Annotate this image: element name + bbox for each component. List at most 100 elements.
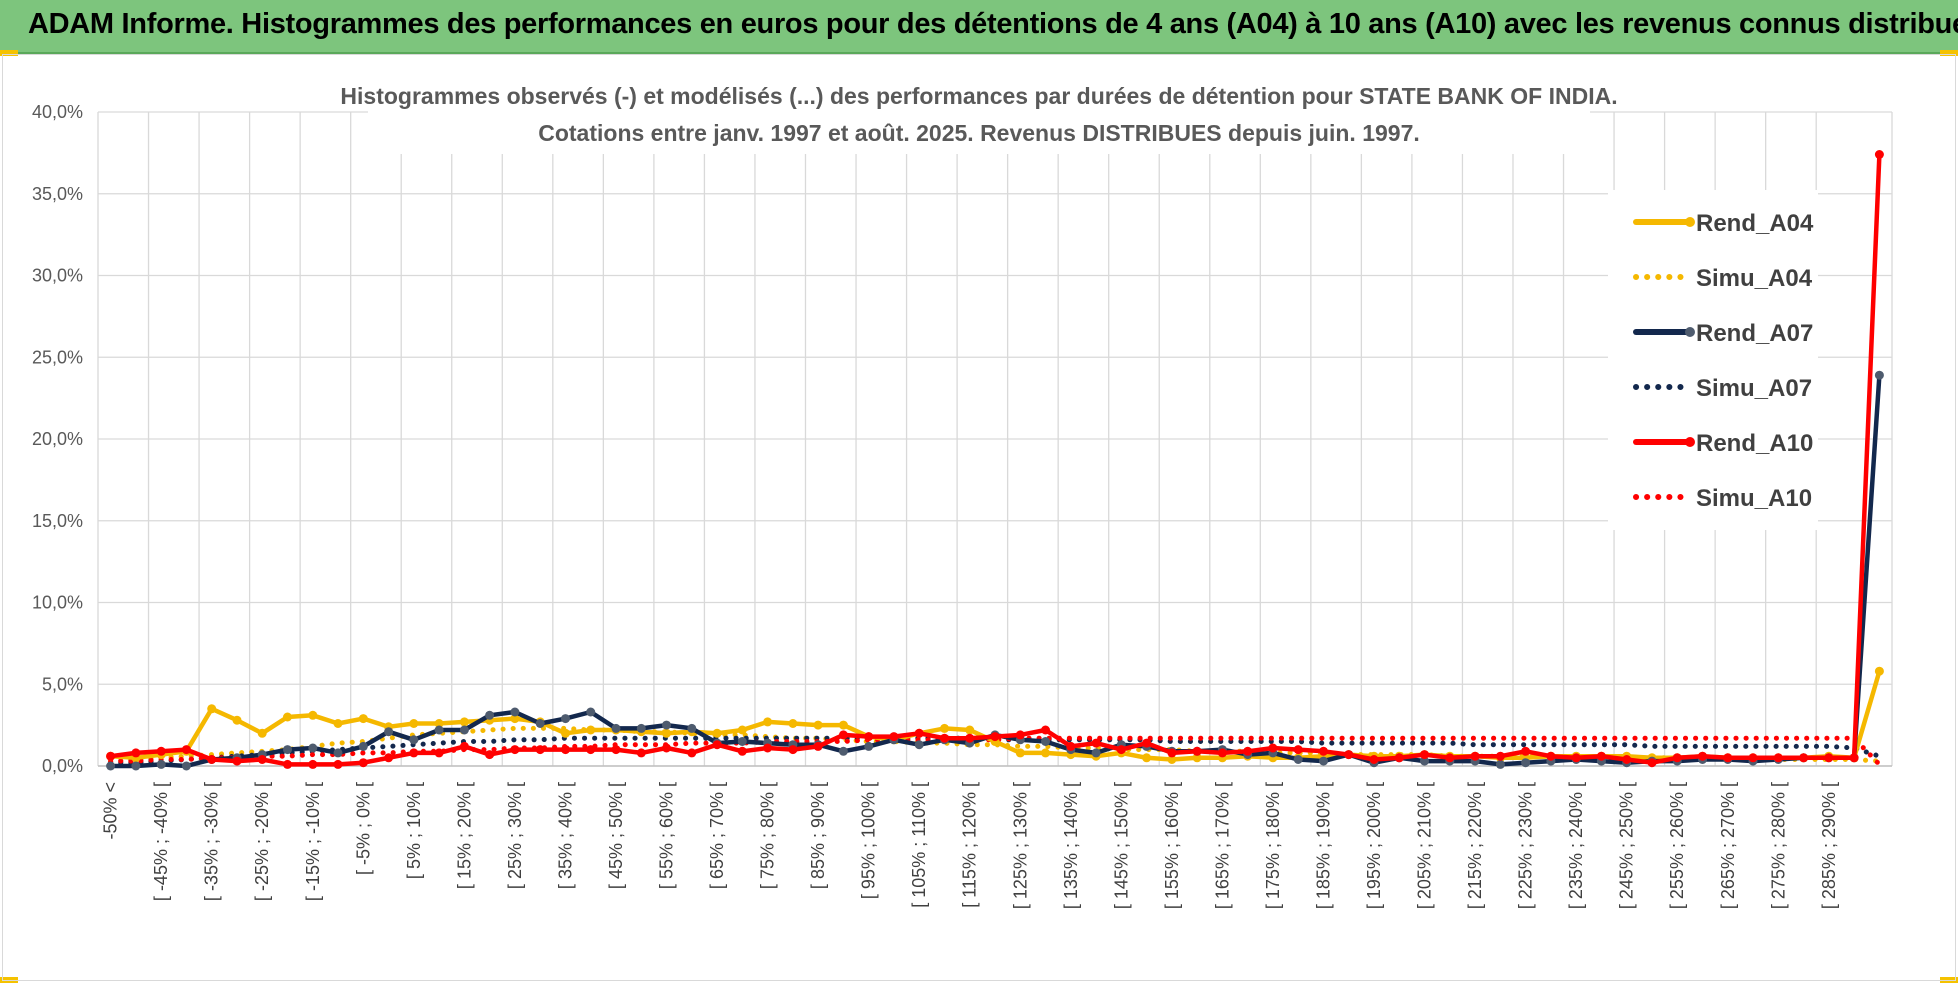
report-header: ADAM Informe. Histogrammes des performan… <box>0 0 1958 54</box>
y-tick-label: 10,0% <box>32 593 83 613</box>
x-tick-label: [ 45% ; 50% [ <box>606 782 626 889</box>
data-point-rend-a10 <box>1773 753 1783 763</box>
data-point-rend-a07 <box>156 759 166 769</box>
chart-title-line-2: Cotations entre janv. 1997 et août. 2025… <box>538 120 1420 146</box>
data-point-rend-a10 <box>636 748 646 758</box>
data-point-rend-a10 <box>914 728 924 738</box>
x-tick-label: [ 125% ; 130% [ <box>1010 782 1030 909</box>
data-point-rend-a10 <box>1394 753 1404 763</box>
data-point-rend-a07 <box>459 725 469 735</box>
x-tick-label: [ 155% ; 160% [ <box>1162 782 1182 909</box>
data-point-rend-a10 <box>333 759 343 769</box>
x-tick-label: [ 195% ; 200% [ <box>1364 782 1384 909</box>
x-tick-label: [ 95% ; 100% [ <box>859 782 879 899</box>
data-point-rend-a07 <box>434 725 444 735</box>
legend-label-simu-a07: Simu_A07 <box>1696 375 1812 402</box>
data-point-rend-a10 <box>459 741 469 751</box>
x-tick-label: [ 35% ; 40% [ <box>555 782 575 889</box>
data-point-rend-a10 <box>434 748 444 758</box>
x-tick-label: [ -15% ; -10% [ <box>303 782 323 901</box>
y-tick-label: 0,0% <box>42 756 83 776</box>
x-tick-label: [ 75% ; 80% [ <box>758 782 778 889</box>
data-point-rend-a07 <box>611 723 621 733</box>
data-point-rend-a07 <box>308 743 318 753</box>
x-tick-label: [ 185% ; 190% [ <box>1313 782 1333 909</box>
data-point-rend-a07 <box>1091 748 1101 758</box>
data-point-rend-a07 <box>333 748 343 758</box>
data-point-rend-a04 <box>965 725 975 735</box>
x-tick-label: [ 115% ; 120% [ <box>960 782 980 908</box>
x-tick-label: [ 55% ; 60% [ <box>657 782 677 889</box>
x-tick-label: [ 5% ; 10% [ <box>404 782 424 879</box>
data-point-rend-a10 <box>1698 751 1707 761</box>
data-point-rend-a07 <box>358 741 368 751</box>
data-point-rend-a07 <box>1495 759 1505 769</box>
corner-accent <box>1940 50 1958 56</box>
data-point-rend-a07 <box>687 723 697 733</box>
data-point-rend-a04 <box>459 717 469 727</box>
data-point-rend-a10 <box>1521 746 1531 756</box>
data-point-rend-a10 <box>1824 753 1834 763</box>
y-tick-label: 35,0% <box>32 184 83 204</box>
data-point-rend-a04 <box>561 728 570 738</box>
data-point-rend-a10 <box>889 732 899 742</box>
x-tick-label: [ -5% ; 0% [ <box>353 782 373 875</box>
data-point-rend-a10 <box>1748 753 1758 763</box>
series-group <box>106 150 1884 771</box>
data-point-rend-a10 <box>561 745 570 755</box>
data-point-rend-a10 <box>535 745 545 755</box>
x-tick-label: [ 25% ; 30% [ <box>505 782 525 889</box>
x-tick-label: [ 245% ; 250% [ <box>1617 782 1637 909</box>
data-point-rend-a04 <box>712 728 722 738</box>
legend-background <box>1608 190 1818 530</box>
x-tick-label: [ 235% ; 240% [ <box>1566 782 1586 909</box>
data-point-rend-a10 <box>207 755 217 764</box>
legend-label-rend-a04: Rend_A04 <box>1696 210 1814 237</box>
data-point-rend-a04 <box>1041 748 1050 758</box>
data-point-rend-a10 <box>1066 741 1076 751</box>
data-point-rend-a10 <box>1041 725 1050 735</box>
y-tick-label: 15,0% <box>32 511 83 531</box>
data-point-rend-a10 <box>1192 746 1202 756</box>
data-point-rend-a10 <box>283 759 292 769</box>
data-point-rend-a04 <box>358 714 368 724</box>
data-point-rend-a07 <box>510 707 520 717</box>
data-point-rend-a10 <box>409 748 419 758</box>
data-point-rend-a10 <box>1672 753 1682 763</box>
x-tick-label: [ 205% ; 210% [ <box>1415 782 1435 909</box>
chart-frame <box>2 54 1956 981</box>
chart-title-background <box>368 82 1590 154</box>
report-title: ADAM Informe. Histogrammes des performan… <box>28 8 1958 40</box>
data-point-rend-a10 <box>1116 745 1126 755</box>
data-point-rend-a10 <box>257 755 267 764</box>
data-point-rend-a07 <box>586 707 596 717</box>
data-point-rend-a10 <box>687 748 697 758</box>
x-tick-label: [ 215% ; 220% [ <box>1465 782 1485 909</box>
data-point-rend-a07 <box>1521 758 1531 768</box>
data-point-rend-a04 <box>333 719 343 728</box>
data-point-rend-a04 <box>838 720 848 730</box>
data-point-rend-a10 <box>106 751 116 761</box>
data-point-rend-a10 <box>712 740 722 750</box>
x-tick-label: -50% < <box>101 782 121 840</box>
data-point-rend-a07 <box>384 727 394 737</box>
data-point-rend-a10 <box>965 733 975 743</box>
data-point-rend-a07 <box>409 735 419 745</box>
data-point-rend-a07 <box>1293 755 1303 764</box>
data-point-rend-a07 <box>561 714 570 724</box>
data-point-rend-a07 <box>662 720 671 730</box>
data-point-rend-a10 <box>990 732 1000 742</box>
data-point-rend-a10 <box>1217 748 1227 758</box>
x-tick-label: [ 165% ; 170% [ <box>1212 782 1232 909</box>
legend-marker-rend-a10 <box>1685 437 1695 447</box>
data-point-rend-a07 <box>864 741 874 751</box>
data-point-rend-a04 <box>409 719 419 728</box>
data-point-rend-a07 <box>1041 737 1050 746</box>
data-point-rend-a10 <box>1344 750 1354 760</box>
data-point-rend-a04 <box>283 712 292 722</box>
legend-label-simu-a04: Simu_A04 <box>1696 265 1813 292</box>
data-point-rend-a04 <box>1192 753 1202 763</box>
data-point-rend-a10 <box>788 745 798 755</box>
x-tick-label: [ 145% ; 150% [ <box>1111 782 1131 909</box>
data-point-rend-a07 <box>1319 756 1328 766</box>
